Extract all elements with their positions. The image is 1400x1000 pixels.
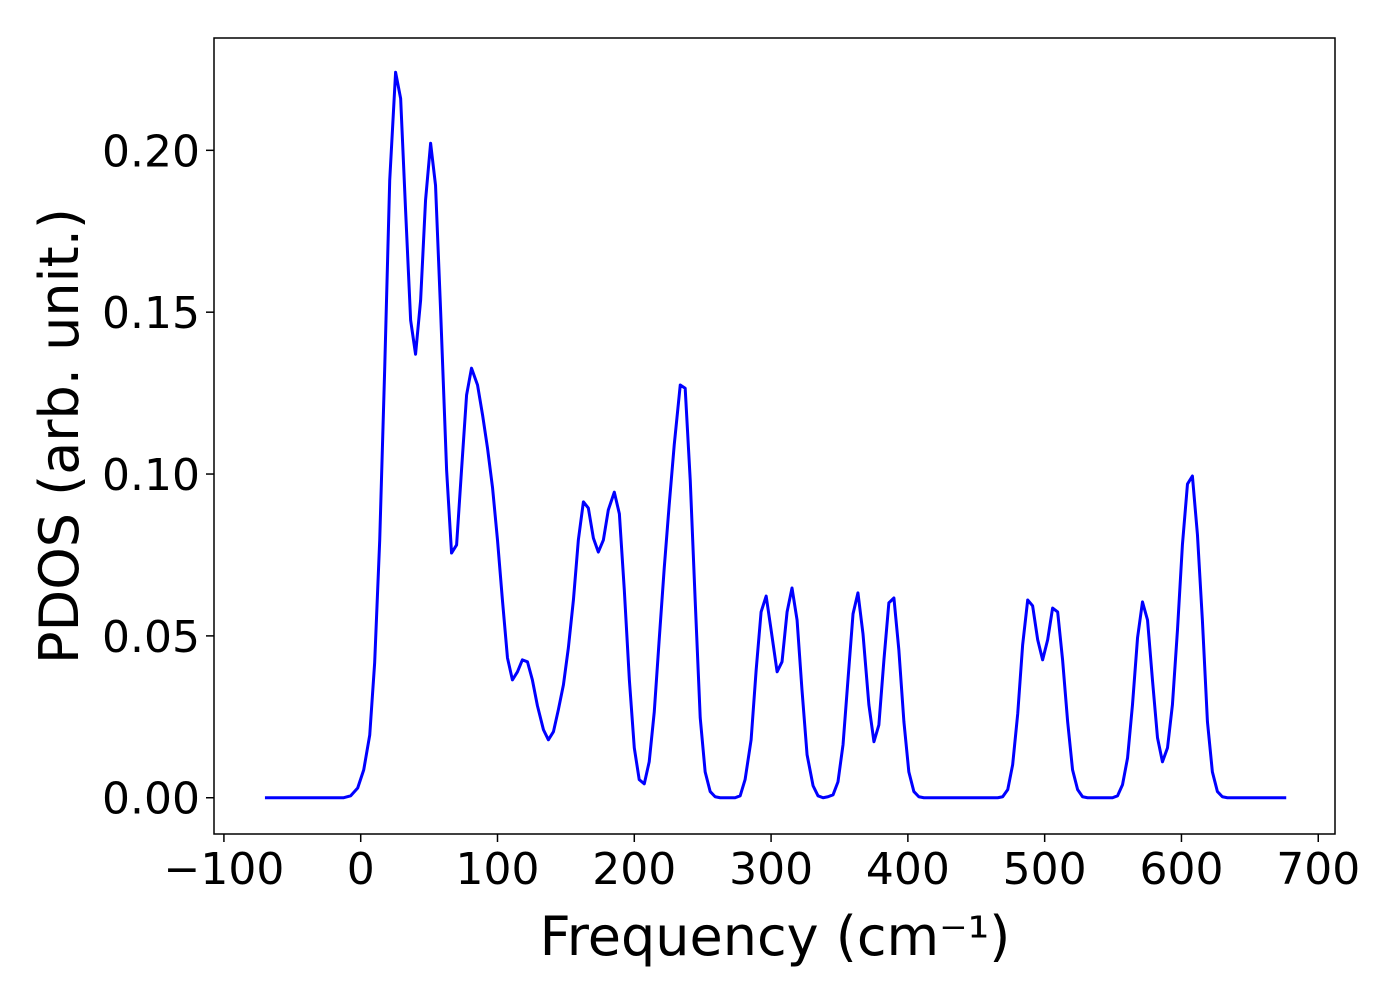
pdos-line: [264, 70, 1287, 800]
y-tick-label: 0.10: [102, 450, 200, 501]
x-tick-label: 0: [347, 844, 375, 895]
x-tick-label: 200: [592, 844, 676, 895]
y-tick-label: 0.05: [102, 612, 200, 663]
x-tick-label: 700: [1276, 844, 1360, 895]
y-tick-label: 0.15: [102, 288, 200, 339]
x-tick-label: 400: [866, 844, 950, 895]
x-axis-label: Frequency (cm⁻¹): [540, 905, 1011, 968]
x-tick-label: 100: [456, 844, 540, 895]
plot-frame: [213, 37, 1336, 835]
x-tick-label: 300: [729, 844, 813, 895]
x-tick-label: 600: [1139, 844, 1223, 895]
x-tick-label: 500: [1003, 844, 1087, 895]
y-axis-label: PDOS (arb. unit.): [28, 208, 91, 664]
y-tick-label: 0.20: [102, 126, 200, 177]
y-tick-label: 0.00: [102, 774, 200, 825]
x-tick-label: −100: [163, 844, 284, 895]
